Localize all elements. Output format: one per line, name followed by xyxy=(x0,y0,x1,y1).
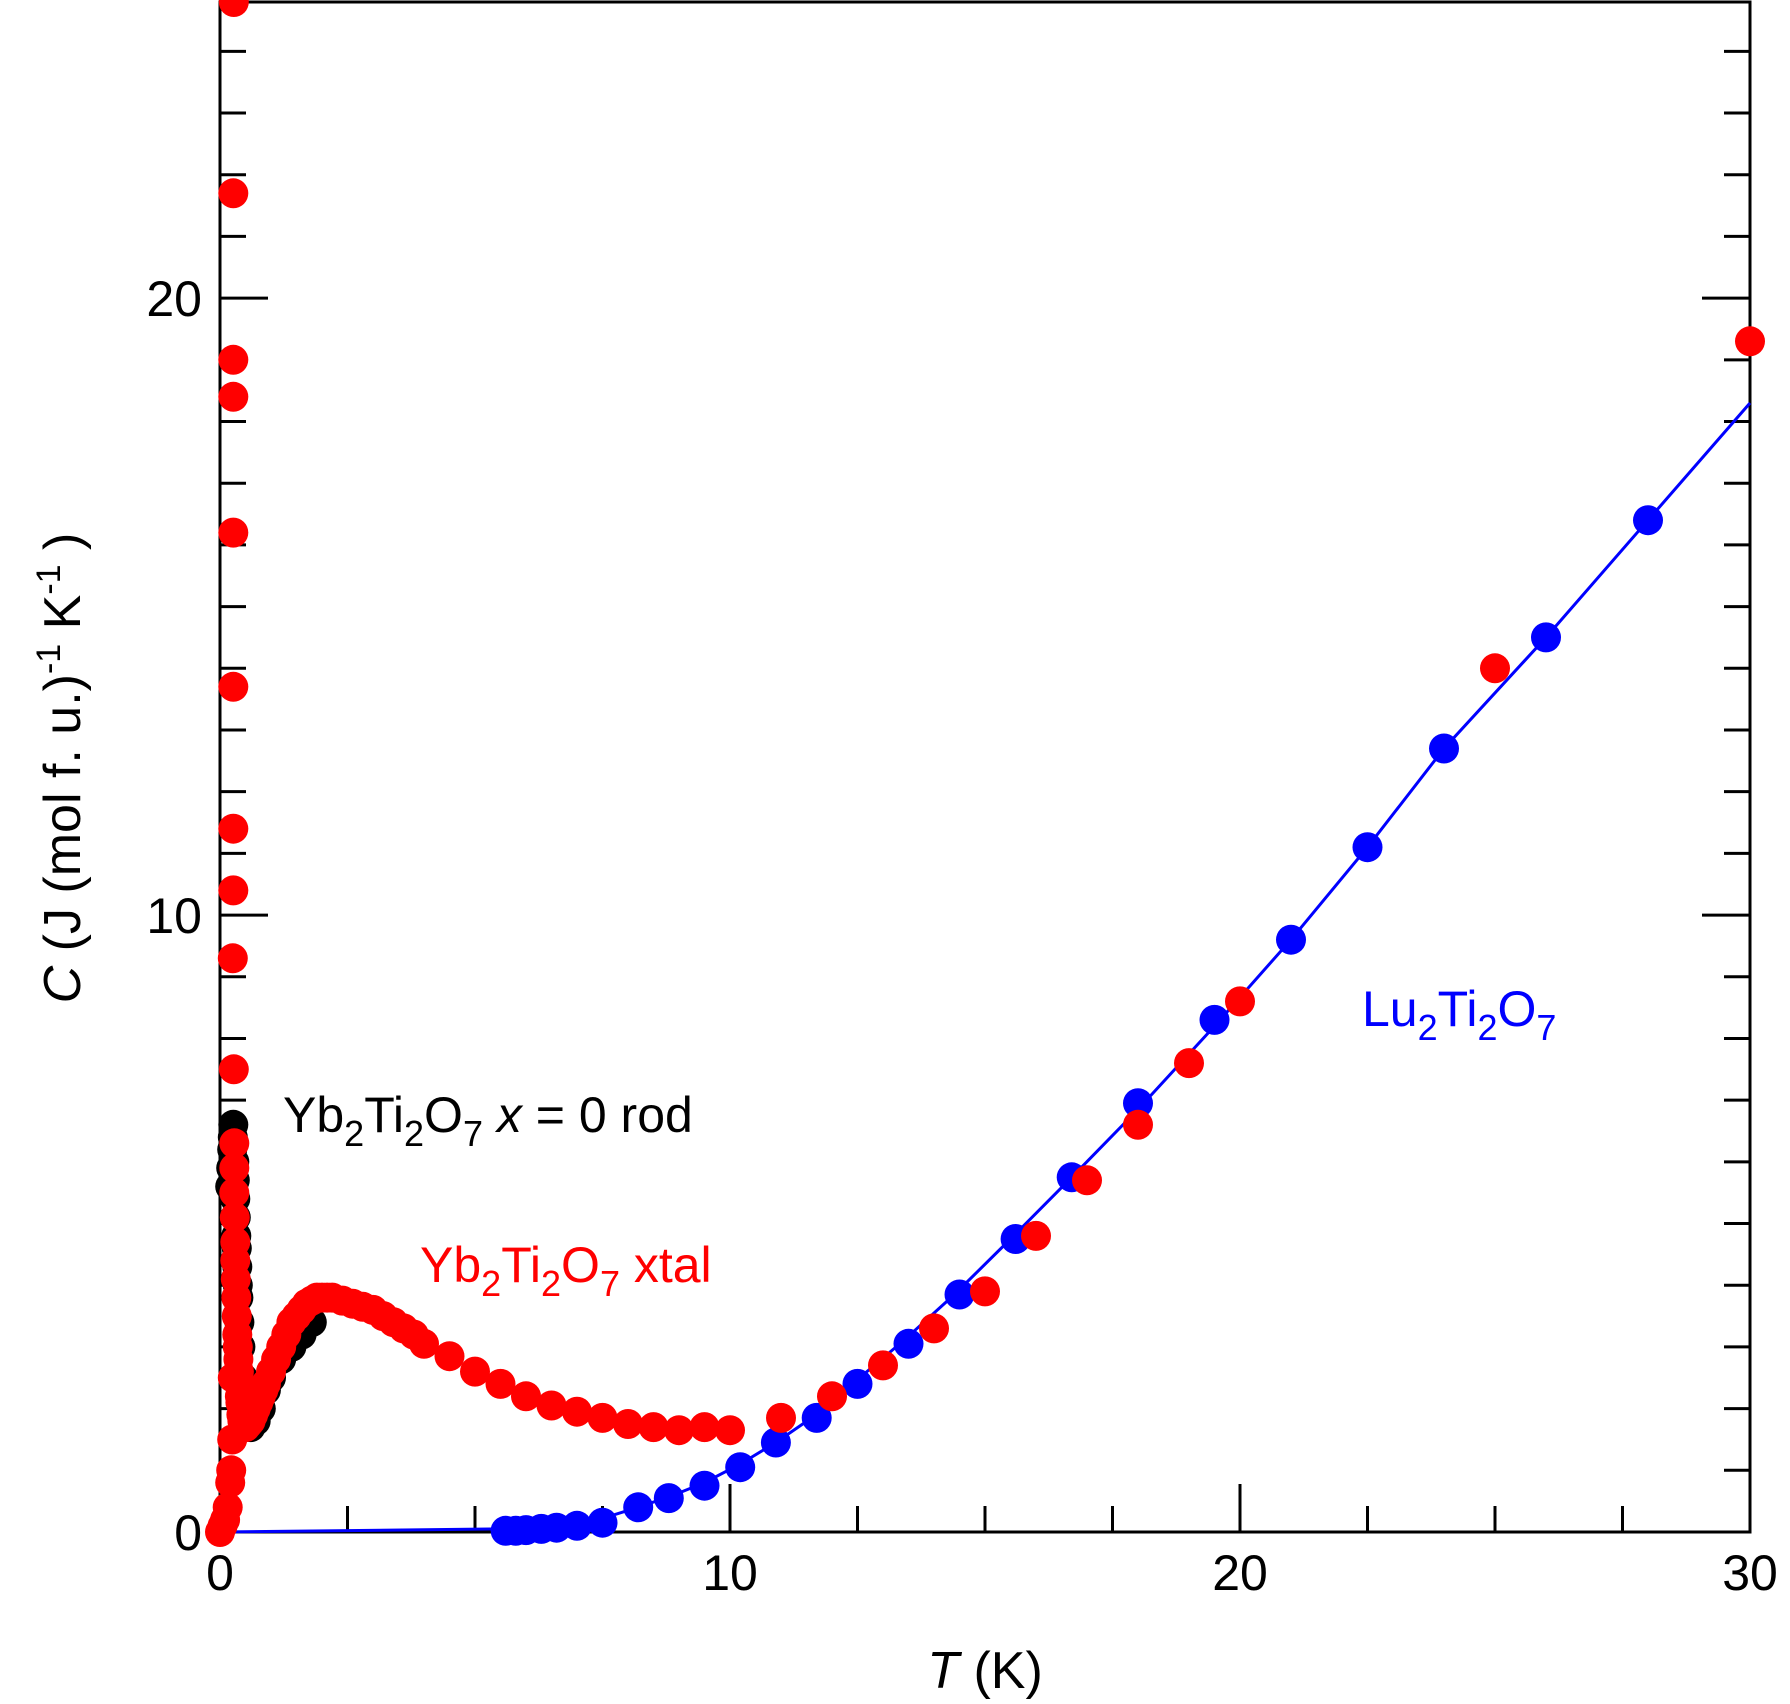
series-label-xtal: Yb2Ti2O7 xtal xyxy=(420,1237,712,1304)
data-point-series-1 xyxy=(689,1412,720,1443)
data-point-series-2 xyxy=(689,1470,720,1501)
data-point-series-1 xyxy=(212,1492,243,1523)
data-point-series-2 xyxy=(562,1510,592,1541)
data-point-series-2 xyxy=(1123,1088,1153,1119)
data-point-series-2 xyxy=(623,1492,654,1523)
data-point-series-2 xyxy=(1199,1004,1230,1035)
x-tick-label: 20 xyxy=(1212,1545,1268,1601)
data-point-series-1 xyxy=(434,1341,465,1372)
data-point-series-1 xyxy=(485,1368,516,1399)
data-point-series-1 xyxy=(218,344,249,375)
data-point-series-1 xyxy=(715,1415,745,1446)
series-label-lu: Lu2Ti2O7 xyxy=(1362,981,1556,1048)
x-tick-label: 10 xyxy=(702,1545,758,1601)
data-point-series-1 xyxy=(218,0,249,17)
data-point-series-1 xyxy=(218,813,249,844)
data-point-series-2 xyxy=(1276,924,1306,955)
data-point-series-2 xyxy=(893,1328,924,1359)
data-point-series-1 xyxy=(638,1412,669,1443)
data-point-series-2 xyxy=(587,1507,618,1538)
data-point-series-1 xyxy=(1123,1109,1153,1140)
data-point-series-2 xyxy=(944,1279,975,1310)
y-tick-label: 10 xyxy=(146,888,202,944)
data-point-series-2 xyxy=(801,1402,832,1433)
data-point-series-1 xyxy=(1021,1220,1051,1251)
data-point-series-1 xyxy=(219,1128,250,1159)
data-point-series-1 xyxy=(1735,326,1765,357)
data-point-series-1 xyxy=(218,517,249,548)
x-tick-label: 0 xyxy=(206,1545,234,1601)
data-point-series-1 xyxy=(664,1415,694,1446)
data-point-series-2 xyxy=(760,1427,791,1458)
data-point-series-1 xyxy=(536,1390,567,1421)
data-point-series-1 xyxy=(1174,1048,1204,1079)
data-point-series-1 xyxy=(218,381,249,412)
data-point-series-2 xyxy=(725,1452,756,1483)
data-point-series-1 xyxy=(1480,653,1510,684)
data-point-series-1 xyxy=(216,1455,247,1486)
data-point-series-1 xyxy=(217,943,248,974)
data-point-series-2 xyxy=(842,1368,873,1399)
y-axis-title: C (J (mol f. u.)-1 K-1 ) xyxy=(30,533,92,1004)
data-point-series-1 xyxy=(219,1153,250,1183)
x-axis-title: T (K) xyxy=(927,1642,1043,1700)
data-point-series-1 xyxy=(218,178,249,209)
data-point-series-1 xyxy=(1072,1165,1102,1196)
x-tick-label: 30 xyxy=(1722,1545,1778,1601)
data-point-series-1 xyxy=(970,1276,1000,1307)
data-point-series-1 xyxy=(460,1356,490,1387)
data-point-series-1 xyxy=(562,1396,592,1427)
data-point-series-2 xyxy=(1429,733,1459,764)
y-tick-label: 20 xyxy=(146,271,202,327)
y-tick-label: 0 xyxy=(174,1505,202,1561)
axis-ticks xyxy=(218,49,1752,1532)
data-point-series-1 xyxy=(511,1381,541,1412)
data-point-series-1 xyxy=(218,875,249,906)
data-point-series-2 xyxy=(1531,622,1561,653)
data-point-series-1 xyxy=(218,671,249,702)
data-point-series-1 xyxy=(218,1054,249,1085)
data-point-series-1 xyxy=(817,1381,847,1412)
data-points xyxy=(205,0,1765,1547)
data-point-series-1 xyxy=(766,1402,796,1433)
data-point-series-1 xyxy=(613,1409,643,1439)
data-point-series-1 xyxy=(409,1328,439,1359)
data-point-series-2 xyxy=(1633,505,1663,536)
data-point-series-1 xyxy=(219,1177,250,1208)
data-point-series-2 xyxy=(1352,832,1383,863)
data-point-series-1 xyxy=(868,1350,898,1381)
series-label-rod: Yb2Ti2O7 x = 0 rod xyxy=(283,1087,693,1154)
data-point-series-2 xyxy=(653,1483,684,1514)
data-point-series-1 xyxy=(587,1402,618,1433)
data-point-series-1 xyxy=(1225,986,1255,1017)
data-point-series-1 xyxy=(919,1313,949,1344)
tick-labels: 0 10 20 30 0 10 20 xyxy=(146,271,1777,1601)
data-point-series-1 xyxy=(219,1202,250,1233)
